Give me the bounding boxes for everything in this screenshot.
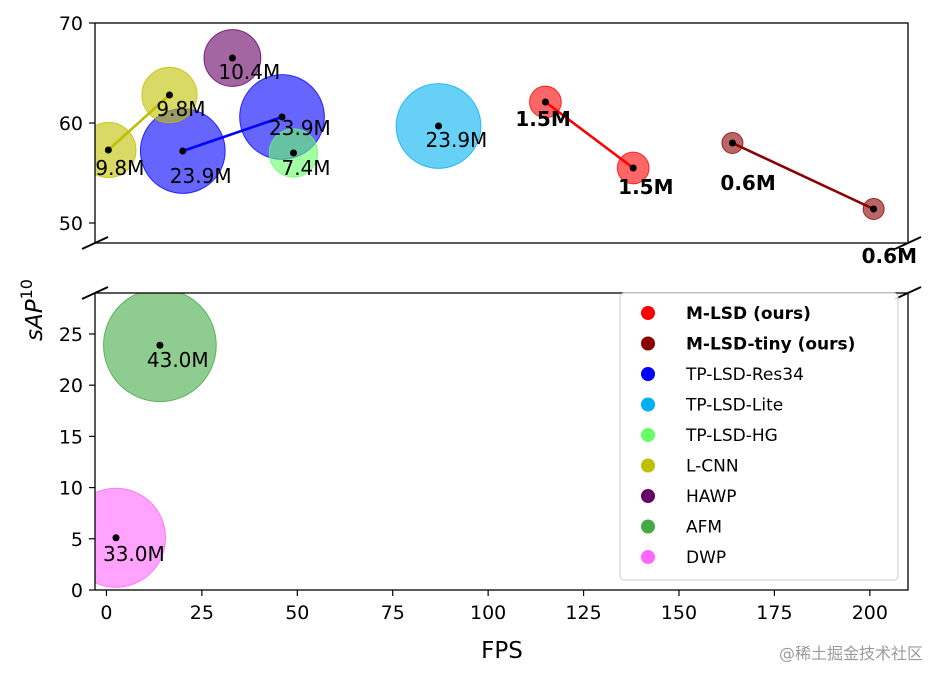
tick-layer: 50 60 70 0 5 10 15 20 25 0 25 50 75 100 125 150 175 200 — [59, 13, 888, 624]
break-mark-0 — [81, 236, 109, 250]
point-label-tp-lsd-res34-0: 23.9M — [170, 164, 232, 188]
legend-marker-m-lsd-ours — [641, 306, 655, 320]
legend-label-m-lsd-ours: M-LSD (ours) — [686, 304, 811, 324]
legend-label-tp-lsd-hg: TP-LSD-HG — [685, 426, 778, 446]
point-hawp-0 — [228, 54, 236, 62]
legend-marker-tp-lsd-lite — [641, 397, 655, 412]
point-dwp-0 — [112, 534, 120, 542]
point-label-m-lsd-ours-1: 1.5M — [618, 175, 673, 199]
point-m-lsd-tiny-ours-1 — [870, 205, 878, 213]
line-l-cnn — [107, 94, 171, 151]
axis-break-marks — [81, 236, 922, 300]
y-tick-label-top-70: 70 — [59, 13, 83, 35]
bubble-dwp-0 — [95, 487, 167, 588]
legend-marker-afm — [641, 519, 655, 534]
point-tp-lsd-hg-0 — [289, 149, 297, 157]
x-tick-label-0: 0 — [100, 602, 112, 624]
point-label-tp-lsd-res34-1: 23.9M — [269, 116, 331, 140]
x-axis-label: FPS — [481, 638, 523, 664]
bottom-panel-frame — [94, 292, 909, 591]
point-m-lsd-ours-1 — [629, 164, 637, 172]
axes-frames — [94, 22, 909, 591]
y-axis-label-main: sAP — [22, 299, 48, 341]
y-axis-label-superscript: 10 — [17, 279, 36, 299]
point-l-cnn-0 — [104, 146, 112, 154]
legend-marker-l-cnn — [641, 458, 655, 473]
y-tick-label-bottom-10: 10 — [59, 478, 83, 500]
legend-marker-m-lsd-tiny-ours — [641, 336, 655, 351]
legend-marker-tp-lsd-hg — [641, 428, 655, 442]
y-tick-label-bottom-25: 25 — [59, 324, 83, 346]
legend-label-m-lsd-tiny-ours: M-LSD-tiny (ours) — [686, 335, 855, 355]
x-tick-label-175: 175 — [756, 602, 792, 624]
point-m-lsd-ours-0 — [541, 98, 549, 106]
point-m-lsd-tiny-ours-0 — [728, 139, 736, 147]
x-tick-label-200: 200 — [852, 602, 888, 624]
point-label-m-lsd-ours-0: 1.5M — [515, 107, 570, 131]
point-l-cnn-1 — [165, 91, 173, 99]
line-tp-lsd-res34 — [182, 115, 283, 153]
point-label-hawp-0: 10.4M — [218, 60, 280, 84]
legend-label-dwp: DWP — [686, 548, 726, 568]
y-tick-label-bottom-5: 5 — [71, 529, 83, 551]
point-label-layer: 1.5M 1.5M 0.6M 0.6M 23.9M 23.9M 23.9M 7.4M 9.8M 9… — [95, 60, 917, 566]
legend-marker-hawp — [641, 489, 655, 503]
point-label-afm-0: 43.0M — [147, 348, 209, 372]
y-axis-label: sAP10 — [17, 279, 48, 341]
x-tick-label-125: 125 — [565, 602, 601, 624]
x-tick-label-100: 100 — [470, 602, 506, 624]
watermark: @稀土掘金技术社区 — [778, 644, 923, 663]
point-label-tp-lsd-lite-0: 23.9M — [426, 128, 488, 152]
point-layer — [104, 54, 878, 542]
point-tp-lsd-res34-0 — [179, 147, 187, 155]
y-tick-label-top-50: 50 — [59, 213, 83, 235]
bubble-l-cnn-0 — [95, 121, 137, 179]
x-tick-label-150: 150 — [661, 602, 697, 624]
x-tick-label-75: 75 — [381, 602, 405, 624]
legend-label-afm: AFM — [686, 518, 722, 538]
point-label-l-cnn-0: 9.8M — [95, 156, 144, 180]
legend-label-hawp: HAWP — [686, 487, 737, 507]
line-m-lsd-tiny-ours — [731, 141, 875, 211]
top-panel-frame — [94, 22, 909, 244]
connector-layer — [107, 94, 875, 211]
break-mark-2 — [894, 236, 922, 250]
legend-label-l-cnn: L-CNN — [686, 457, 739, 477]
legend-box — [619, 292, 899, 581]
y-tick-label-bottom-0: 0 — [71, 580, 83, 602]
x-tick-label-50: 50 — [285, 602, 309, 624]
x-tick-label-25: 25 — [190, 602, 214, 624]
point-tp-lsd-lite-0 — [435, 122, 443, 130]
break-mark-1 — [81, 286, 109, 300]
y-tick-label-bottom-20: 20 — [59, 375, 83, 397]
point-label-l-cnn-1: 9.8M — [156, 97, 205, 121]
break-mark-3 — [894, 286, 922, 300]
point-label-dwp-0: 33.0M — [103, 542, 165, 566]
line-m-lsd-ours — [544, 100, 634, 170]
point-tp-lsd-res34-1 — [278, 113, 286, 121]
legend-marker-dwp — [641, 550, 655, 564]
point-label-m-lsd-tiny-ours-1: 0.6M — [862, 244, 917, 268]
point-label-tp-lsd-hg-0: 7.4M — [281, 156, 330, 180]
legend-marker-tp-lsd-res34 — [641, 367, 655, 381]
y-tick-label-bottom-15: 15 — [59, 426, 83, 448]
legend-label-tp-lsd-res34: TP-LSD-Res34 — [685, 365, 804, 385]
legend-label-tp-lsd-lite: TP-LSD-Lite — [685, 396, 783, 416]
point-afm-0 — [156, 341, 164, 349]
y-tick-label-top-60: 60 — [59, 113, 83, 135]
point-label-m-lsd-tiny-ours-0: 0.6M — [720, 171, 775, 195]
legend: M-LSD (ours) M-LSD-tiny (ours) TP-LSD-Res3… — [619, 292, 899, 581]
